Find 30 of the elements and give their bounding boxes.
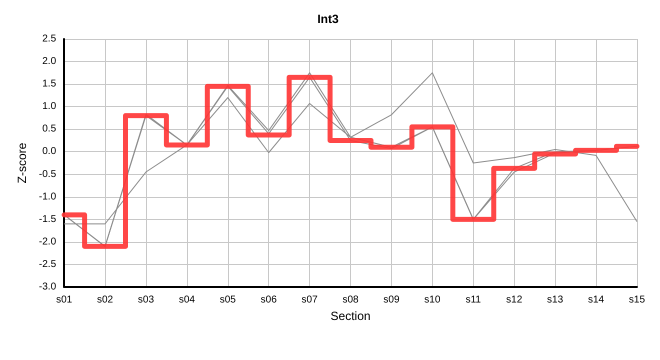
x-tick-label: s07 <box>302 294 318 306</box>
y-tick-label: -2.0 <box>38 236 57 248</box>
x-tick-label: s13 <box>547 294 564 306</box>
y-tick-label: 2.5 <box>42 34 57 44</box>
y-tick-label: -3.0 <box>38 282 57 292</box>
x-tick-label: s12 <box>506 294 523 306</box>
x-tick-label: s10 <box>424 294 441 306</box>
y-axis-title: Z-score <box>15 142 29 184</box>
x-axis-title: Section <box>330 308 371 323</box>
y-tick-label: -1.0 <box>38 191 57 202</box>
chart-title: Int3 <box>317 12 339 26</box>
x-tick-label: s05 <box>220 294 236 306</box>
y-tick-label: -1.5 <box>38 214 57 225</box>
x-tick-label: s15 <box>628 294 646 306</box>
x-tick-label: s04 <box>178 294 196 306</box>
x-tick-label: s08 <box>342 294 360 306</box>
x-tick-label: s02 <box>96 294 114 306</box>
x-tick-label: s14 <box>588 294 605 306</box>
y-tick-label: 1.5 <box>42 78 57 90</box>
x-tick-label: s01 <box>56 294 73 306</box>
y-tick-label: 2.0 <box>42 56 57 68</box>
x-tick-label: s09 <box>383 294 400 306</box>
x-tick-label: s06 <box>260 294 278 306</box>
y-tick-label: 0.5 <box>42 124 57 135</box>
y-tick-label: -2.5 <box>38 258 57 270</box>
y-tick-label: 0.0 <box>42 146 57 158</box>
y-tick-label: 1.0 <box>42 101 57 112</box>
x-tick-label: s11 <box>466 294 482 306</box>
y-tick-label: -0.5 <box>38 168 57 180</box>
x-tick-label: s03 <box>138 294 154 306</box>
